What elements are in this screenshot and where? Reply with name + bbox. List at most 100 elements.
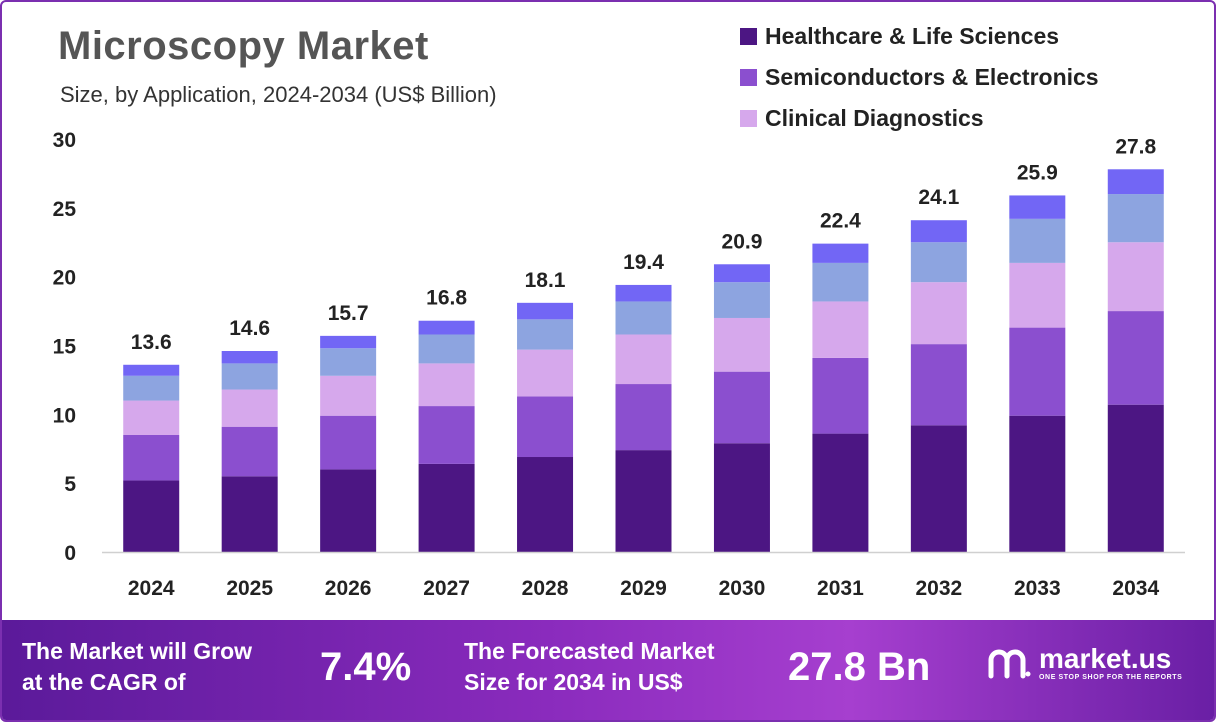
data-label-total-2033: 25.9 [1017, 161, 1058, 184]
bar-segment-2027-1 [418, 406, 475, 464]
bar-segment-2031-0 [812, 433, 869, 552]
bar-segment-2025-0 [221, 476, 278, 552]
legend-swatch-clinical [740, 110, 757, 127]
bar-segment-2027-0 [418, 463, 475, 552]
bar-segment-2029-0 [615, 450, 672, 552]
data-label-total-2031: 22.4 [820, 210, 861, 233]
bar-segment-2025-1 [221, 426, 278, 477]
bar-segment-2024-4 [123, 364, 180, 376]
bar-segment-2032-0 [910, 425, 967, 552]
bar-segment-2026-2 [320, 375, 377, 416]
bar-segment-2031-2 [812, 301, 869, 358]
brand-logo: market.us ONE STOP SHOP FOR THE REPORTS [987, 644, 1182, 681]
y-tick-label-0: 0 [64, 542, 76, 565]
data-label-total-2025: 14.6 [229, 317, 270, 340]
x-tick-label-2031: 2031 [817, 577, 864, 600]
bar-segment-2026-1 [320, 415, 377, 470]
y-tick-label-3: 15 [53, 336, 77, 359]
forecast-caption-line1: The Forecasted Market [464, 638, 715, 664]
bar-segment-2026-4 [320, 335, 377, 349]
data-label-total-2028: 18.1 [525, 269, 566, 292]
forecast-caption-line2: Size for 2034 in US$ [464, 669, 683, 695]
chart-title: Microscopy Market [58, 24, 429, 68]
bar-segment-2028-1 [517, 396, 574, 458]
x-tick-label-2028: 2028 [522, 577, 569, 600]
bar-segment-2034-2 [1107, 242, 1164, 312]
bar-segment-2028-4 [517, 302, 574, 320]
y-tick-label-5: 25 [53, 198, 77, 221]
bar-segment-2034-0 [1107, 404, 1164, 552]
data-label-total-2029: 19.4 [623, 251, 664, 274]
bar-segment-2032-4 [910, 220, 967, 243]
bar-segment-2029-3 [615, 301, 672, 335]
y-tick-label-4: 20 [53, 267, 76, 290]
bar-segment-2034-4 [1107, 169, 1164, 195]
bar-segment-2032-2 [910, 282, 967, 345]
bar-segment-2026-3 [320, 348, 377, 376]
legend-label-healthcare: Healthcare & Life Sciences [765, 23, 1060, 49]
y-tick-label-6: 30 [53, 129, 76, 152]
data-label-total-2024: 13.6 [131, 331, 172, 354]
data-label-total-2030: 20.9 [722, 230, 763, 253]
x-tick-label-2025: 2025 [226, 577, 273, 600]
bar-segment-2029-2 [615, 334, 672, 385]
bar-segment-2028-0 [517, 457, 574, 552]
bar-segment-2028-2 [517, 349, 574, 397]
bar-segment-2030-2 [713, 317, 770, 372]
bar-segment-2030-0 [713, 443, 770, 552]
legend-label-semiconductors: Semiconductors & Electronics [765, 64, 1099, 90]
cagr-caption: The Market will Grow at the CAGR of [22, 636, 252, 698]
brand-name: market.us [1039, 643, 1172, 674]
y-tick-label-1: 5 [64, 473, 76, 496]
cagr-caption-line1: The Market will Grow [22, 638, 253, 664]
bar-segment-2032-1 [910, 344, 967, 426]
brand-tagline: ONE STOP SHOP FOR THE REPORTS [1039, 674, 1183, 681]
bar-segment-2030-1 [713, 371, 770, 444]
footer-banner: The Market will Grow at the CAGR of 7.4%… [2, 620, 1214, 720]
bar-segment-2031-1 [812, 357, 869, 434]
bar-segment-2033-3 [1009, 218, 1066, 263]
bar-segment-2025-4 [221, 351, 278, 364]
bar-segment-2033-2 [1009, 262, 1066, 328]
bar-segment-2031-4 [812, 243, 869, 263]
cagr-value: 7.4% [320, 645, 412, 689]
bar-segment-2024-2 [123, 400, 180, 435]
bar-segment-2033-0 [1009, 415, 1066, 552]
y-tick-label-2: 10 [53, 404, 76, 427]
bar-segment-2024-0 [123, 480, 180, 552]
bar-segment-2034-3 [1107, 194, 1164, 243]
legend-swatch-healthcare [740, 28, 757, 45]
bar-segment-2027-4 [418, 320, 475, 335]
bar-segment-2024-1 [123, 434, 180, 481]
bar-segment-2027-3 [418, 334, 475, 364]
brand-text: market.us ONE STOP SHOP FOR THE REPORTS [1039, 643, 1183, 682]
bar-segment-2024-3 [123, 375, 180, 401]
x-tick-label-2030: 2030 [719, 577, 766, 600]
x-tick-label-2032: 2032 [916, 577, 963, 600]
data-label-total-2034: 27.8 [1115, 135, 1156, 158]
forecast-caption: The Forecasted Market Size for 2034 in U… [464, 636, 715, 698]
stacked-bar-chart: 05101520253013.6202414.6202515.7202616.8… [53, 129, 1185, 600]
bar-segment-2029-4 [615, 284, 672, 302]
cagr-caption-line2: at the CAGR of [22, 669, 186, 695]
x-tick-label-2033: 2033 [1014, 577, 1061, 600]
brand-logo-icon [988, 649, 1031, 678]
bar-segment-2025-2 [221, 389, 278, 427]
x-tick-label-2029: 2029 [620, 577, 667, 600]
bar-segment-2027-2 [418, 363, 475, 407]
legend-item-semiconductors: Semiconductors & Electronics [740, 57, 1099, 98]
x-tick-label-2027: 2027 [423, 577, 470, 600]
data-label-total-2026: 15.7 [328, 302, 369, 325]
forecast-value: 27.8 Bn [788, 645, 931, 689]
legend: Healthcare & Life Sciences Semiconductor… [740, 16, 1099, 139]
x-tick-label-2024: 2024 [128, 577, 175, 600]
bar-segment-2030-4 [713, 264, 770, 283]
bar-segment-2032-3 [910, 242, 967, 283]
data-label-total-2027: 16.8 [426, 287, 467, 310]
bar-segment-2031-3 [812, 262, 869, 302]
legend-item-healthcare: Healthcare & Life Sciences [740, 16, 1099, 57]
chart-subtitle: Size, by Application, 2024-2034 (US$ Bil… [60, 82, 497, 107]
x-tick-label-2026: 2026 [325, 577, 372, 600]
legend-label-clinical: Clinical Diagnostics [765, 105, 984, 131]
